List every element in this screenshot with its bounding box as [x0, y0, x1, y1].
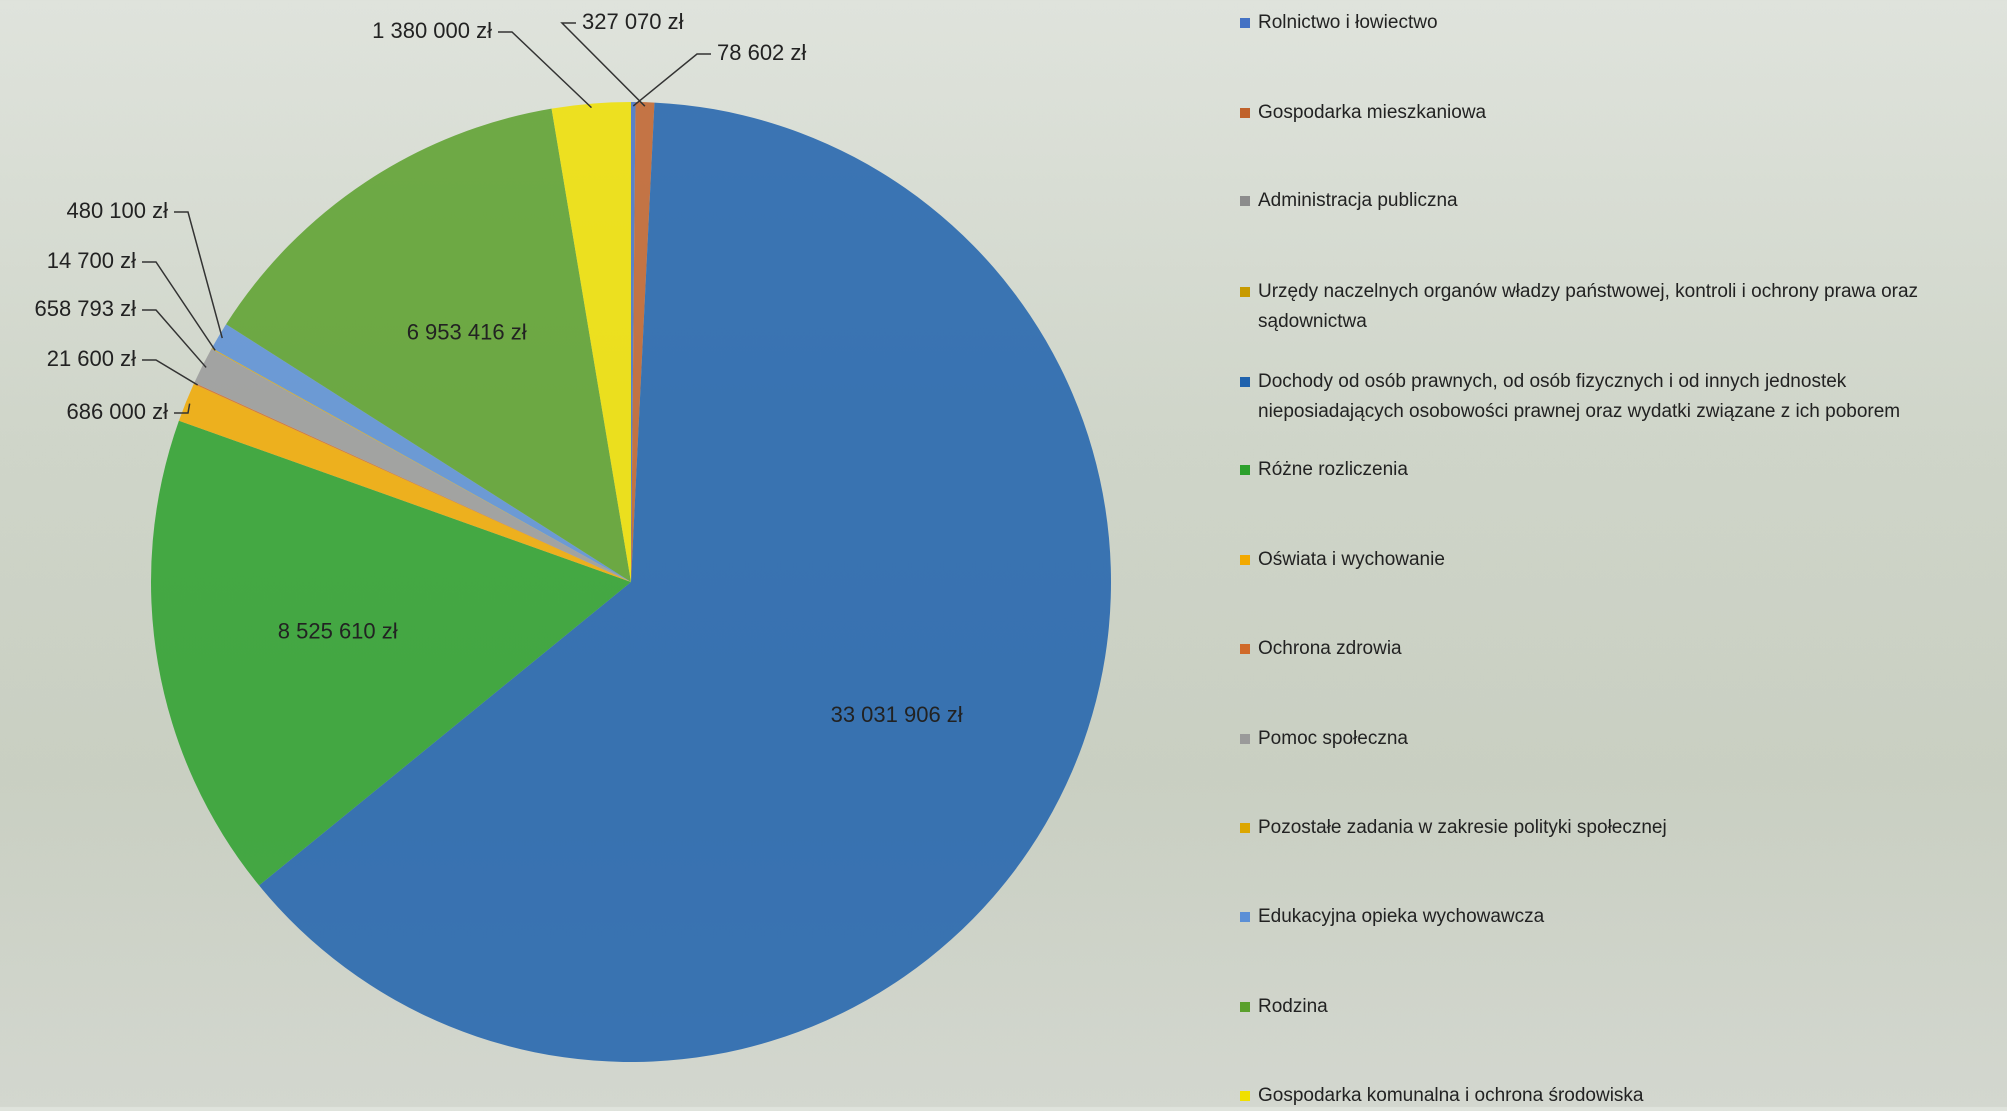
legend-label: Administracja publiczna [1258, 190, 1458, 211]
legend-item: Ochrona zdrowia [1240, 634, 1980, 664]
data-label: 78 602 zł [717, 40, 806, 65]
legend-label: Różne rozliczenia [1258, 459, 1408, 480]
legend-swatch [1240, 644, 1250, 654]
data-label: 8 525 610 zł [278, 618, 398, 643]
legend-label: Gospodarka mieszkaniowa [1258, 102, 1487, 123]
legend-label: Pomoc społeczna [1258, 728, 1408, 749]
leader-line [142, 261, 216, 351]
pie-slice [211, 324, 632, 582]
legend-swatch [1240, 18, 1250, 28]
legend-swatch [1240, 196, 1250, 206]
legend-swatch [1240, 287, 1250, 297]
pie-slice [259, 102, 1112, 1062]
legend-label: Ochrona zdrowia [1258, 638, 1402, 659]
pie-slice [631, 102, 636, 582]
pie-slice [194, 348, 631, 582]
legend-swatch [1240, 465, 1250, 475]
pie-slice [178, 383, 631, 582]
legend-swatch [1240, 377, 1250, 387]
leader-line [560, 22, 646, 107]
data-label: 21 600 zł [47, 346, 136, 371]
legend-label: Rodzina [1258, 996, 1328, 1017]
legend-item: Gospodarka mieszkaniowa [1240, 98, 1980, 128]
leader-line [174, 211, 223, 339]
legend-swatch [1240, 1002, 1250, 1012]
pie-slice [150, 420, 631, 886]
legend-label: Urzędy naczelnych organów władzy państwo… [1258, 281, 1919, 332]
data-label: 6 953 416 zł [407, 320, 527, 345]
leader-line [142, 359, 199, 386]
legend-item: Urzędy naczelnych organów władzy państwo… [1240, 277, 1980, 337]
legend-item: Dochody od osób prawnych, od osób fizycz… [1240, 367, 1980, 427]
pie-slice [551, 102, 631, 582]
legend-label: Pozostałe zadania w zakresie polityki sp… [1258, 817, 1667, 838]
data-label: 658 793 zł [34, 296, 136, 321]
legend-item: Pomoc społeczna [1240, 724, 1980, 754]
legend-item: Rodzina [1240, 992, 1980, 1022]
legend-item: Pozostałe zadania w zakresie polityki sp… [1240, 813, 1980, 843]
legend-label: Gospodarka komunalna i ochrona środowisk… [1258, 1085, 1644, 1106]
pie-slice [211, 348, 631, 582]
legend-swatch [1240, 108, 1250, 118]
legend-item: Administracja publiczna [1240, 186, 1980, 216]
legend-item: Edukacyjna opieka wychowawcza [1240, 902, 1980, 932]
legend-swatch [1240, 912, 1250, 922]
legend-item: Gospodarka komunalna i ochrona środowisk… [1240, 1081, 1980, 1111]
data-label: 480 100 zł [66, 198, 168, 223]
data-label: 686 000 zł [66, 399, 168, 424]
legend-label: Oświata i wychowanie [1258, 549, 1445, 570]
legend-swatch [1240, 555, 1250, 565]
leader-line [498, 31, 592, 109]
leader-line [174, 403, 191, 414]
legend-swatch [1240, 734, 1250, 744]
leader-line [142, 309, 207, 368]
data-label: 1 380 000 zł [372, 18, 492, 43]
legend-swatch [1240, 1091, 1250, 1101]
legend-item: Oświata i wychowanie [1240, 545, 1980, 575]
leader-line [632, 53, 711, 107]
legend-label: Dochody od osób prawnych, od osób fizycz… [1258, 371, 1901, 422]
legend-item: Różne rozliczenia [1240, 455, 1980, 485]
data-label: 14 700 zł [47, 248, 136, 273]
data-label: 327 070 zł [582, 9, 684, 34]
legend-item: Rolnictwo i łowiectwo [1240, 8, 1980, 38]
legend-label: Edukacyjna opieka wychowawcza [1258, 906, 1545, 927]
pie-slice [193, 382, 631, 582]
legend-label: Rolnictwo i łowiectwo [1258, 12, 1438, 33]
pie-slice [226, 108, 631, 583]
data-label: 33 031 906 zł [831, 702, 963, 727]
pie-slice [631, 102, 655, 582]
legend-swatch [1240, 823, 1250, 833]
